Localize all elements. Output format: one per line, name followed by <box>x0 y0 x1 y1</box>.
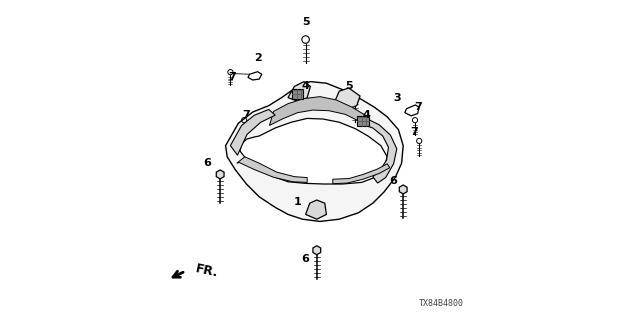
Text: 7: 7 <box>410 127 419 137</box>
Text: 4: 4 <box>362 110 371 120</box>
Polygon shape <box>226 82 403 221</box>
Text: 5: 5 <box>302 17 309 28</box>
FancyBboxPatch shape <box>357 116 369 126</box>
Text: 7: 7 <box>228 72 236 82</box>
Text: 7: 7 <box>243 110 250 120</box>
Polygon shape <box>288 82 310 102</box>
Text: 5: 5 <box>345 81 353 92</box>
Polygon shape <box>334 88 360 109</box>
Polygon shape <box>237 157 307 182</box>
Text: 6: 6 <box>204 158 211 168</box>
Text: 6: 6 <box>390 176 397 186</box>
Polygon shape <box>230 109 275 155</box>
Polygon shape <box>399 185 407 194</box>
Text: 7: 7 <box>415 102 422 112</box>
FancyBboxPatch shape <box>292 89 303 99</box>
Polygon shape <box>269 97 366 125</box>
Polygon shape <box>216 170 224 179</box>
Text: 4: 4 <box>301 81 310 92</box>
Polygon shape <box>306 200 326 219</box>
Text: 6: 6 <box>301 254 310 264</box>
Text: 1: 1 <box>294 196 301 207</box>
Text: TX84B4800: TX84B4800 <box>419 299 464 308</box>
Polygon shape <box>333 164 390 184</box>
Text: 2: 2 <box>253 52 262 63</box>
Polygon shape <box>360 118 397 183</box>
Polygon shape <box>240 118 387 184</box>
Text: 3: 3 <box>393 92 401 103</box>
Text: FR.: FR. <box>195 262 220 280</box>
Polygon shape <box>313 246 321 255</box>
